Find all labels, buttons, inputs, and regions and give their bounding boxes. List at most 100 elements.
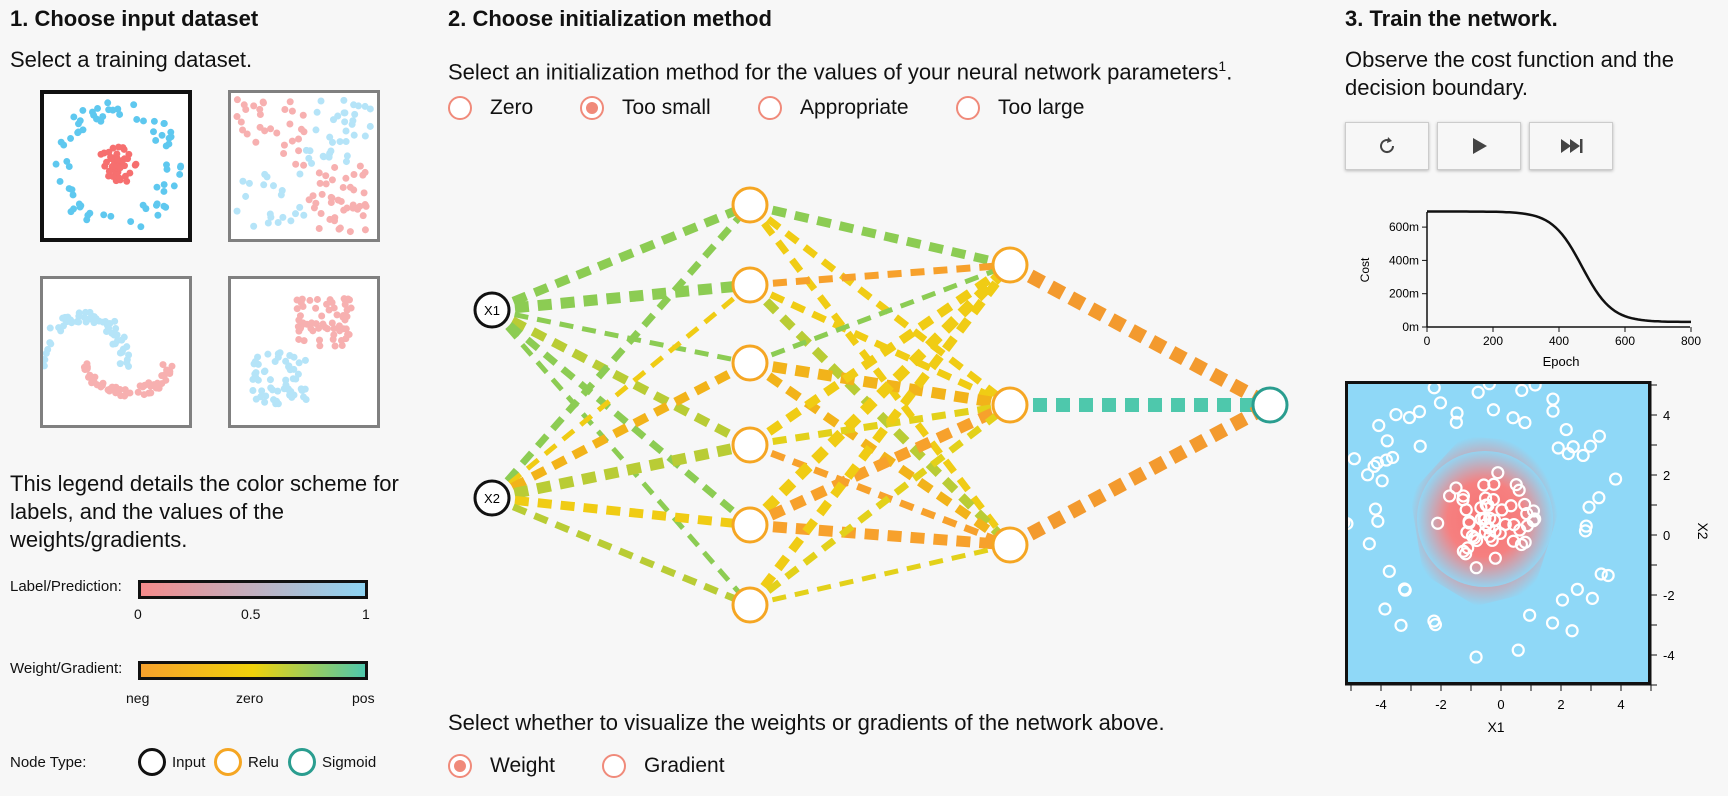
dataset-point [52, 160, 60, 168]
dataset-point [67, 208, 75, 216]
dataset-point [317, 209, 325, 217]
dataset-point [261, 367, 269, 375]
data-point [1578, 524, 1593, 538]
dataset-point [97, 150, 105, 158]
dataset-point [288, 137, 296, 145]
data-point [1486, 493, 1500, 507]
input-node-label: Input [172, 754, 206, 771]
dataset-point [302, 395, 310, 403]
radio-circle[interactable] [448, 96, 472, 120]
network-edge [490, 494, 752, 609]
relu-node [731, 186, 769, 224]
viz-option-label: Weight [490, 754, 555, 777]
data-point [1526, 504, 1541, 518]
dataset-point [118, 348, 126, 356]
dataset-point [297, 324, 305, 332]
label-tick-05: 0.5 [241, 606, 261, 622]
radio-circle[interactable] [602, 754, 626, 778]
dataset-point [266, 376, 274, 384]
db-y-tick-label: -2 [1663, 588, 1675, 603]
data-point [1371, 514, 1385, 528]
dataset-point [160, 120, 168, 127]
data-point [1433, 396, 1448, 410]
network-edge [490, 200, 752, 315]
fast-forward-button[interactable] [1529, 122, 1613, 170]
dataset-point [318, 312, 326, 320]
viz-option-gradient[interactable]: Gradient [602, 754, 725, 778]
relu-node [991, 246, 1029, 284]
radio-circle-selected[interactable] [448, 754, 472, 778]
footnote-marker[interactable]: 1 [1218, 58, 1227, 74]
dataset-point [279, 213, 287, 221]
network-diagram: X1 X2 [473, 186, 1289, 624]
data-point [1579, 519, 1593, 533]
dataset-point [81, 365, 89, 373]
data-point [1565, 624, 1579, 638]
dataset-point [333, 311, 341, 319]
dataset-point [339, 325, 347, 333]
init-option-label: Too small [622, 96, 711, 119]
dataset-point [286, 98, 294, 106]
data-point [1442, 489, 1457, 503]
dataset-quadrants[interactable] [228, 90, 380, 242]
cost-ylabel: Cost [1358, 257, 1372, 282]
dataset-point [299, 319, 307, 327]
init-option-too-small[interactable]: Too small [580, 96, 711, 120]
init-option-appropriate[interactable]: Appropriate [758, 96, 909, 120]
sigmoid-node-swatch [288, 748, 316, 776]
dataset-point [126, 169, 134, 177]
dataset-point [104, 99, 112, 107]
dataset-point [94, 104, 102, 112]
data-point [1504, 499, 1518, 513]
network-edge [1006, 258, 1274, 412]
data-point [1582, 500, 1596, 514]
dataset-point [256, 105, 264, 113]
data-point [1372, 418, 1386, 433]
play-button[interactable] [1437, 122, 1521, 170]
dataset-point [106, 319, 114, 327]
viz-option-weight[interactable]: Weight [448, 754, 555, 778]
dataset-point [113, 150, 121, 158]
dataset-point [292, 210, 300, 218]
radio-circle-selected[interactable] [580, 96, 604, 120]
dataset-point [288, 107, 296, 115]
dataset-point [150, 117, 158, 125]
dataset-point [56, 178, 64, 185]
data-point [1375, 474, 1389, 488]
dataset-point [140, 391, 148, 399]
data-point [1566, 440, 1580, 454]
dataset-point [343, 306, 351, 314]
dataset-point [258, 387, 266, 395]
relu-node [731, 426, 769, 464]
init-option-too-large[interactable]: Too large [956, 96, 1084, 120]
reset-button[interactable] [1345, 122, 1429, 170]
dataset-point [254, 376, 262, 384]
dataset-point [170, 182, 178, 190]
dataset-point [139, 201, 147, 209]
dataset-circle[interactable] [40, 90, 192, 242]
network-edge [747, 202, 1013, 548]
radio-circle[interactable] [956, 96, 980, 120]
init-option-zero[interactable]: Zero [448, 96, 533, 120]
dataset-point [350, 171, 358, 179]
dataset-point [269, 182, 277, 190]
dataset-clusters-plot [249, 295, 355, 408]
dataset-point [312, 126, 320, 134]
dataset-point [95, 317, 103, 325]
dataset-point [300, 337, 308, 345]
dataset-clusters[interactable] [228, 276, 380, 428]
dataset-moons-plot [43, 308, 176, 400]
dataset-point [251, 358, 259, 366]
dataset-point [273, 129, 281, 137]
data-point [1601, 568, 1615, 583]
dataset-point [249, 386, 257, 395]
dataset-point [259, 98, 267, 106]
dataset-point [328, 138, 336, 146]
dataset-point [153, 183, 161, 191]
relu-node [731, 266, 769, 304]
dataset-point [267, 125, 275, 133]
dataset-moons[interactable] [40, 276, 192, 428]
dataset-point [280, 385, 288, 393]
radio-circle[interactable] [758, 96, 782, 120]
dataset-point [330, 116, 338, 124]
